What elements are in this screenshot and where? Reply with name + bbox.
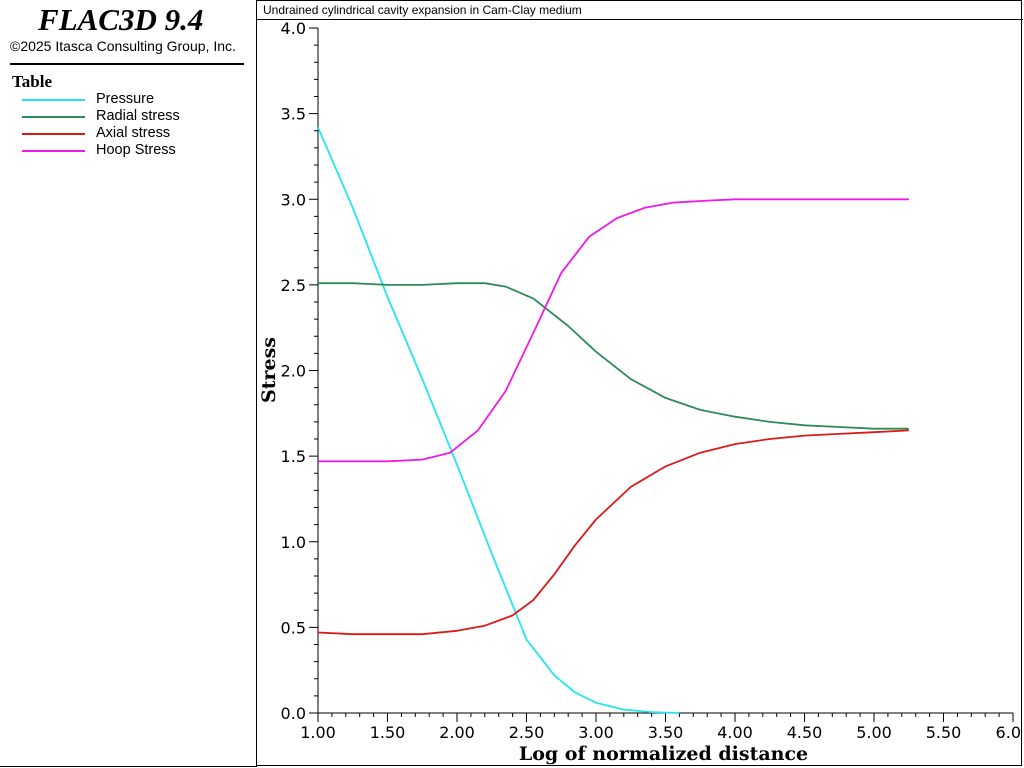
y-tick-label: 1.5	[281, 447, 306, 466]
legend-item-axial-stress: Axial stress	[22, 125, 242, 142]
x-tick-label: 4.00	[717, 723, 753, 742]
y-tick-label: 3.0	[281, 190, 306, 209]
app-title: FLAC3D 9.4	[38, 2, 204, 37]
series-line-axial-stress	[317, 429, 909, 636]
series-line-hoop-stress	[318, 198, 909, 463]
legend-swatch-pressure	[22, 99, 85, 101]
legend-swatch-radial-stress	[22, 116, 85, 118]
legend-divider	[10, 63, 244, 65]
y-tick-label: 0.5	[281, 618, 306, 637]
x-tick-label: 3.50	[648, 723, 684, 742]
y-tick-label: 2.5	[281, 276, 306, 295]
plot-frame	[256, 0, 1022, 766]
copyright-text: ©2025 Itasca Consulting Group, Inc.	[10, 38, 236, 54]
y-tick-label: 2.0	[281, 362, 306, 381]
y-tick-label: 3.5	[281, 105, 306, 124]
legend-label-axial-stress: Axial stress	[96, 125, 171, 141]
legend-panel: FLAC3D 9.4 ©2025 Itasca Consulting Group…	[0, 0, 257, 767]
x-axis-title: Log of normalized distance	[519, 743, 808, 765]
x-tick-label: 6.0	[996, 723, 1021, 742]
legend-swatch-axial-stress	[22, 133, 85, 135]
x-tick-label: 4.50	[787, 723, 823, 742]
legend-heading: Table	[12, 72, 53, 91]
series-line-pressure	[317, 126, 680, 714]
y-tick-label: 0.0	[281, 704, 306, 723]
x-tick-label: 1.50	[370, 723, 406, 742]
x-tick-label: 2.50	[509, 723, 545, 742]
legend-list: Pressure Radial stress Axial stress Hoop…	[22, 91, 242, 159]
y-axis-title: Stress	[258, 337, 280, 403]
x-tick-label: 1.00	[300, 723, 336, 742]
legend-item-hoop-stress: Hoop Stress	[22, 142, 242, 159]
legend-label-hoop-stress: Hoop Stress	[96, 142, 176, 158]
series-line-radial-stress	[318, 282, 909, 430]
legend-item-radial-stress: Radial stress	[22, 108, 242, 125]
x-tick-label: 2.00	[439, 723, 475, 742]
plot-title-rule	[256, 19, 1023, 20]
legend-label-pressure: Pressure	[96, 91, 155, 107]
legend-swatch-hoop-stress	[22, 150, 85, 152]
y-tick-label: 1.0	[281, 533, 306, 552]
plot-title: Undrained cylindrical cavity expansion i…	[263, 3, 582, 17]
x-tick-label: 5.00	[856, 723, 892, 742]
legend-label-radial-stress: Radial stress	[96, 108, 180, 124]
y-tick-label: 4.0	[281, 19, 306, 38]
x-tick-label: 3.00	[578, 723, 614, 742]
legend-item-pressure: Pressure	[22, 91, 242, 108]
x-tick-label: 5.50	[926, 723, 962, 742]
